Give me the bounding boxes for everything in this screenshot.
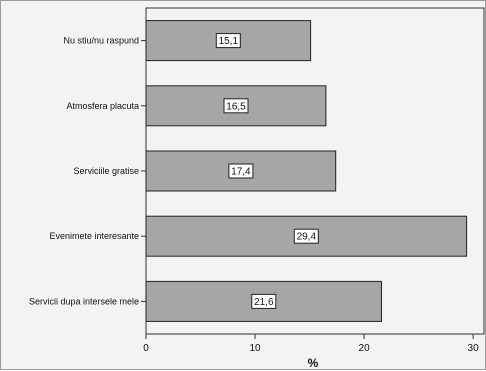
value-label: 29,4 [297,232,317,243]
value-label: 21,6 [254,297,274,308]
value-label-box [228,163,254,179]
value-label: 16,5 [226,101,246,112]
x-tick-label: 0 [143,343,149,354]
bar [145,215,468,257]
x-tick-label: 10 [249,343,261,354]
value-label-box [293,228,319,244]
value-label: 15,1 [219,36,239,47]
category-label: Atmosfera placuta [66,101,139,111]
category-label: Evenimete interesante [49,231,139,241]
value-label-box [223,98,249,114]
category-label: Servicii dupa intersele mele [29,296,139,306]
x-axis-title: % [308,356,319,370]
value-label-box [215,33,241,49]
category-label: Serviciile gratise [73,166,139,176]
value-label: 17,4 [231,167,251,178]
x-tick-label: 30 [468,343,480,354]
x-tick-label: 20 [359,343,371,354]
category-label: Nu stiu/nu raspund [63,36,139,46]
value-label-box [251,293,277,309]
